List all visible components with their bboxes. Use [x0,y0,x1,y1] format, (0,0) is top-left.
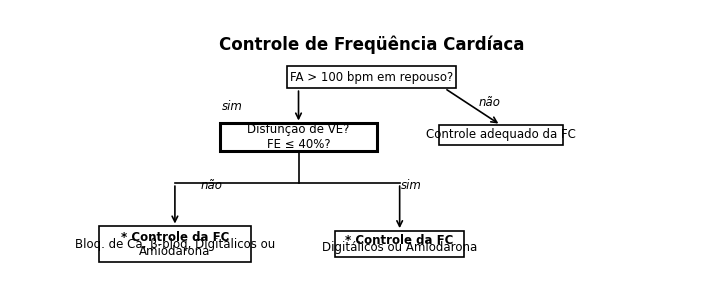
Text: não: não [478,96,500,109]
Text: sim: sim [400,179,421,192]
Bar [287,66,456,88]
Text: Digitálicos ou Amiodarona: Digitálicos ou Amiodarona [322,241,477,254]
Text: Bloq. de Ca, β-bloq, Digitálicos ou: Bloq. de Ca, β-bloq, Digitálicos ou [75,238,275,251]
Text: FA > 100 bpm em repouso?: FA > 100 bpm em repouso? [290,71,453,84]
Bar [220,123,377,151]
Text: Amiodarona: Amiodarona [139,245,210,258]
Text: Disfunção de VE?
FE ≤ 40%?: Disfunção de VE? FE ≤ 40%? [247,123,349,151]
Text: Controle de Freqüência Cardíaca: Controle de Freqüência Cardíaca [219,36,524,54]
Text: Controle adequado da FC: Controle adequado da FC [426,128,576,141]
Text: sim: sim [221,100,242,113]
Text: * Controle da FC: * Controle da FC [121,231,229,244]
Bar [99,226,251,262]
Bar [439,125,563,145]
Text: * Controle da FC: * Controle da FC [346,234,454,247]
Text: não: não [200,179,223,192]
Bar [335,231,464,257]
